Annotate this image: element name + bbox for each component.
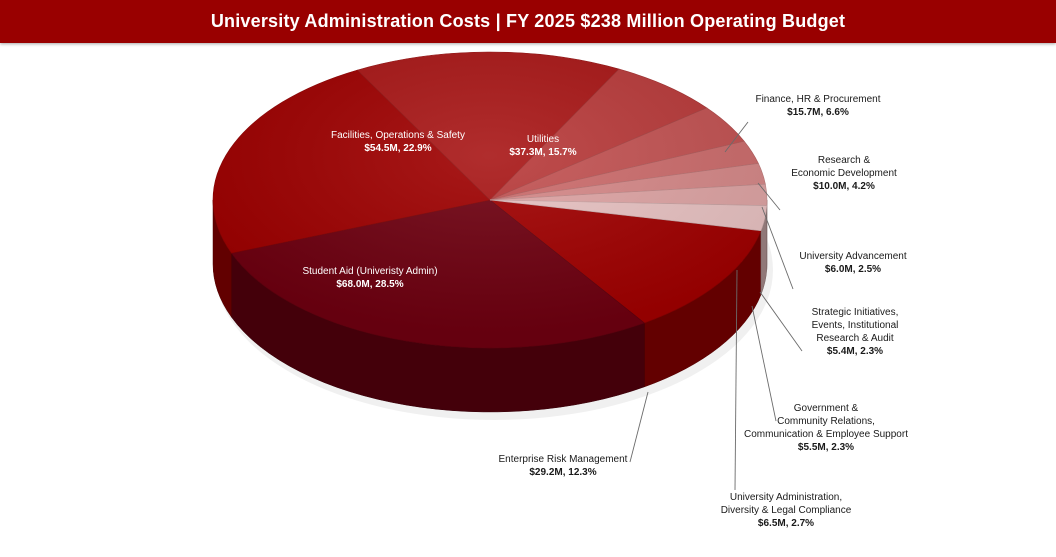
label-value: $6.0M, 2.5% xyxy=(825,264,881,275)
label-name-line: Utilities xyxy=(527,134,559,145)
label-student-aid-univeristy-admin: Student Aid (Univeristy Admin) $68.0M, 28… xyxy=(302,266,437,290)
label-value: $10.0M, 4.2% xyxy=(813,181,875,192)
pie-top-slices xyxy=(212,51,768,349)
label-government-community-relations-communication-employee-support: Government & Community Relations, Communic… xyxy=(744,403,908,453)
label-university-advancement: University Advancement $6.0M, 2.5% xyxy=(799,251,906,275)
label-value: $6.5M, 2.7% xyxy=(758,518,814,529)
label-value: $5.4M, 2.3% xyxy=(827,346,883,357)
leader-line-enterprise-risk-management xyxy=(629,391,649,463)
label-facilities-operations-safety: Facilities, Operations & Safety $54.5M, 2… xyxy=(331,130,465,154)
label-name-line: Community Relations, xyxy=(777,416,875,427)
label-name-line: Government & xyxy=(794,403,859,414)
label-value: $29.2M, 12.3% xyxy=(529,467,596,478)
label-name-line: Strategic Initiatives, xyxy=(812,307,899,318)
label-name-line: Facilities, Operations & Safety xyxy=(331,130,465,141)
label-name-line: University Advancement xyxy=(799,251,906,262)
label-strategic-initiatives-events-institutional-research-audit: Strategic Initiatives, Events, Institutio… xyxy=(812,307,899,357)
leader-lines xyxy=(629,121,803,491)
label-value: $15.7M, 6.6% xyxy=(787,107,849,118)
chart-title: University Administration Costs | FY 202… xyxy=(210,11,846,31)
label-research-economic-development: Research & Economic Development $10.0M, 4.… xyxy=(791,155,897,192)
leader-line-university-advancement xyxy=(761,206,794,290)
leader-line-research-economic-development xyxy=(757,182,781,211)
leader-line-finance-hr-procurement xyxy=(724,121,749,153)
label-name-line: Diversity & Legal Compliance xyxy=(721,505,852,516)
label-university-administration-diversity-legal-compliance: University Administration, Diversity & Le… xyxy=(721,492,852,529)
chart-title-bar: University Administration Costs | FY 202… xyxy=(0,0,1056,43)
label-value: $68.0M, 28.5% xyxy=(336,279,403,290)
label-value: $54.5M, 22.9% xyxy=(364,143,431,154)
label-value: $5.5M, 2.3% xyxy=(798,442,854,453)
label-name-line: Events, Institutional xyxy=(812,320,899,331)
label-name-line: Research & Audit xyxy=(816,333,893,344)
label-enterprise-risk-management: Enterprise Risk Management $29.2M, 12.3% xyxy=(499,454,628,478)
label-name-line: Communication & Employee Support xyxy=(744,429,908,440)
label-name-line: Enterprise Risk Management xyxy=(499,454,628,465)
slice-labels: Enterprise Risk Management $29.2M, 12.3% S… xyxy=(302,94,908,529)
label-name-line: University Administration, xyxy=(730,492,842,503)
leader-line-government-community-relations-communication-employee-support xyxy=(751,305,777,422)
leader-line-university-administration-diversity-legal-compliance xyxy=(734,269,738,491)
leader-line-strategic-initiatives-events-institutional-research-audit xyxy=(759,291,803,352)
label-name-line: Student Aid (Univeristy Admin) xyxy=(302,266,437,277)
label-utilities: Utilities $37.3M, 15.7% xyxy=(509,134,576,158)
label-name-line: Economic Development xyxy=(791,168,897,179)
label-finance-hr-procurement: Finance, HR & Procurement $15.7M, 6.6% xyxy=(755,94,880,118)
label-name-line: Finance, HR & Procurement xyxy=(755,94,880,105)
label-value: $37.3M, 15.7% xyxy=(509,147,576,158)
label-name-line: Research & xyxy=(818,155,871,166)
